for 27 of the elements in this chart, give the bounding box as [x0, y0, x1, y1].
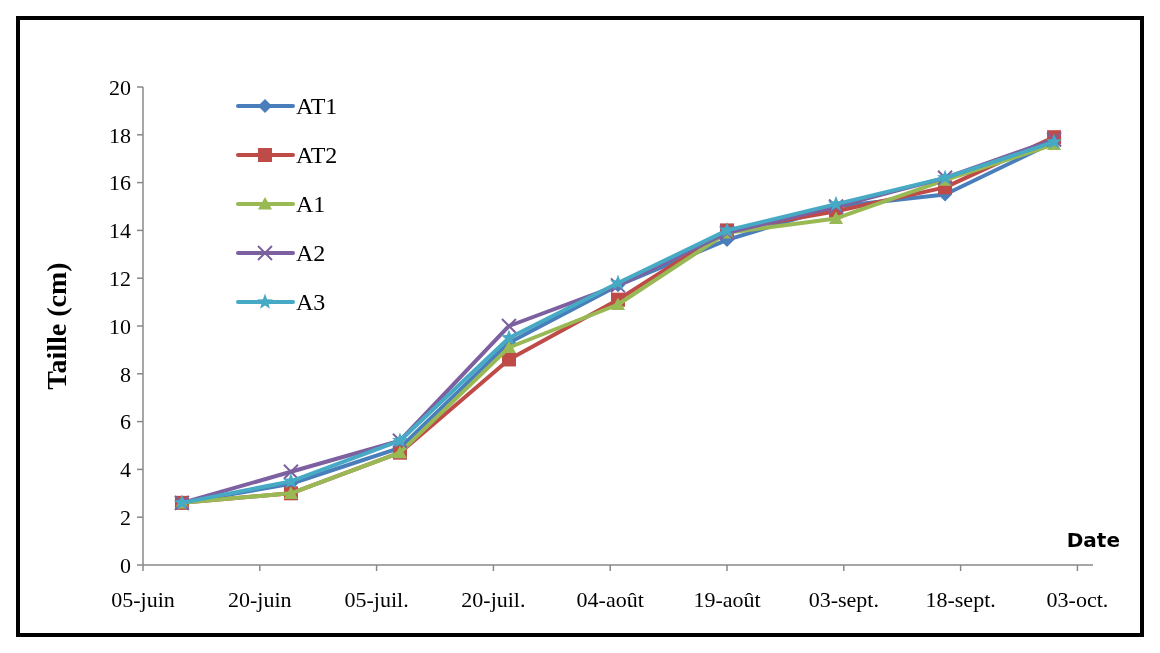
x-tick-label: 04-août: [576, 587, 644, 612]
x-tick-label: 03-oct.: [1046, 587, 1109, 612]
legend-label: AT1: [296, 93, 338, 120]
x-tick-label: 20-juil.: [461, 587, 526, 612]
legend-label: AT2: [296, 142, 338, 169]
legend-label: A3: [296, 289, 326, 316]
y-tick-label: 4: [120, 457, 131, 483]
x-tick-label: 19-août: [693, 587, 761, 612]
y-tick-label: 2: [120, 504, 131, 530]
y-tick-label: 6: [120, 409, 131, 435]
legend-label: A2: [296, 240, 326, 267]
x-tick-label: 05-juin: [111, 587, 175, 612]
y-tick-label: 14: [109, 218, 131, 244]
x-tick-label: 18-sept.: [925, 587, 996, 612]
x-tick-label: 05-juil.: [344, 587, 409, 612]
y-tick-label: 20: [109, 74, 131, 100]
y-tick-label: 12: [109, 265, 131, 291]
y-tick-label: 18: [109, 122, 131, 148]
y-tick-label: 8: [120, 361, 131, 387]
y-axis-title: Taille (cm): [41, 262, 72, 390]
y-tick-label: 10: [109, 313, 131, 339]
x-tick-label: 03-sept.: [808, 587, 879, 612]
y-tick-label: 0: [120, 552, 131, 578]
legend-label: A1: [296, 191, 326, 218]
x-tick-label: 20-juin: [228, 587, 292, 612]
x-axis-title: Date: [1066, 528, 1120, 552]
y-tick-label: 16: [109, 170, 131, 196]
